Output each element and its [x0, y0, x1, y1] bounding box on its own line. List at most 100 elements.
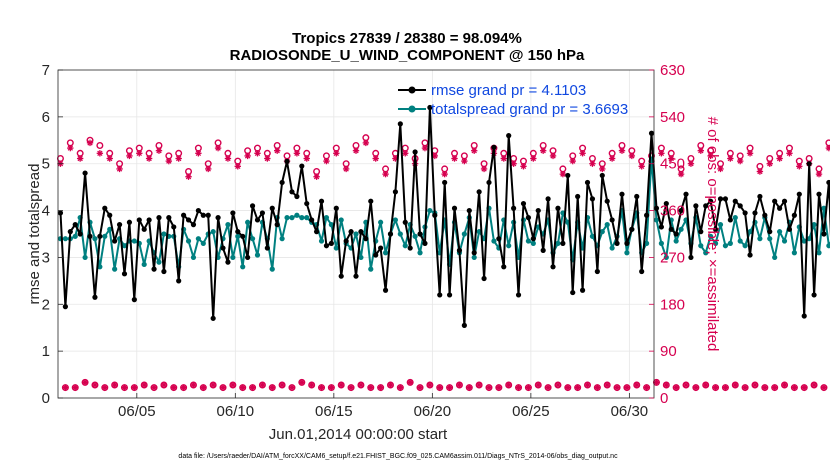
spread-point: [131, 238, 137, 244]
rmse-series: [57, 104, 830, 328]
left-tick-label: 0: [42, 390, 50, 407]
spread-point: [777, 229, 783, 235]
rmse-point: [269, 205, 275, 211]
left-tick-label: 1: [42, 343, 50, 360]
rmse-point: [678, 207, 684, 214]
rmse-point: [570, 289, 576, 296]
rmse-point: [373, 252, 379, 258]
rmse-point: [392, 189, 399, 195]
rmse-point: [648, 130, 655, 136]
obs-assimilated-stroke: [308, 382, 315, 388]
obs-assimilated-stroke: [358, 382, 364, 388]
rmse-point: [451, 205, 458, 211]
obs-assimilated-marker: [584, 381, 591, 389]
rmse-point: [442, 179, 448, 186]
spread-point: [555, 240, 561, 246]
rmse-point: [259, 210, 266, 216]
rmse-point: [693, 203, 699, 209]
obs-assimilated-marker: [180, 384, 187, 391]
rmse-point: [491, 144, 497, 150]
obs-assimilated-marker: [229, 381, 237, 389]
obs-assimilated-stroke: [387, 382, 394, 388]
obs-assimilated-marker: [658, 150, 665, 157]
rmse-point: [309, 217, 315, 223]
rmse-point: [762, 212, 768, 218]
obs-assimilated-stroke: [121, 384, 128, 391]
obs-assimilated-marker: [155, 147, 163, 154]
obs-assimilated-stroke: [299, 379, 305, 386]
rmse-point: [102, 205, 108, 211]
obs-possible-marker: [726, 149, 734, 157]
obs-assimilated-stroke: [678, 171, 684, 177]
spread-point: [653, 217, 660, 223]
chart-title-line2: RADIOSONDE_U_WIND_COMPONENT @ 150 hPa: [230, 47, 585, 64]
obs-assimilated-marker: [352, 147, 360, 154]
obs-assimilated-stroke: [717, 166, 724, 172]
obs-assimilated-stroke: [244, 153, 251, 159]
rmse-point: [368, 198, 374, 204]
obs-assimilated-marker: [200, 384, 207, 391]
spread-point: [604, 222, 610, 228]
rmse-point: [515, 292, 522, 298]
obs-possible-marker: [805, 155, 813, 163]
obs-assimilated-stroke: [397, 384, 404, 391]
rmse-point: [77, 231, 83, 237]
obs-assimilated-stroke: [757, 168, 763, 175]
obs-assimilated-stroke: [441, 171, 448, 177]
obs-assimilated-marker: [613, 384, 621, 391]
spread-point: [249, 236, 256, 242]
obs-assimilated-marker: [451, 155, 458, 162]
obs-assimilated-stroke: [111, 382, 118, 388]
spread-point: [737, 238, 743, 244]
rmse-point: [249, 203, 256, 209]
x-tick-label: 06/15: [315, 403, 353, 420]
obs-assimilated-marker: [86, 139, 94, 147]
obs-assimilated-stroke: [589, 161, 596, 167]
obs-assimilated-marker: [692, 384, 700, 391]
rmse-point: [363, 236, 369, 242]
obs-assimilated-stroke: [771, 384, 778, 391]
obs-assimilated-marker: [539, 147, 547, 154]
x-tick-label: 06/05: [118, 403, 156, 420]
rmse-point: [166, 215, 172, 221]
obs-possible-marker: [687, 155, 695, 163]
obs-assimilated-stroke: [791, 384, 798, 391]
spread-point: [811, 222, 817, 228]
obs-assimilated-marker: [185, 173, 192, 180]
spread-point: [791, 250, 797, 256]
obs-assimilated-marker: [687, 160, 695, 167]
obs-assimilated-marker: [357, 381, 365, 389]
rmse-point: [589, 196, 596, 202]
spread-point: [698, 243, 704, 249]
spread-point: [708, 233, 714, 239]
obs-assimilated-stroke: [737, 158, 743, 164]
rmse-point: [407, 245, 413, 251]
obs-assimilated-stroke: [698, 147, 704, 154]
obs-assimilated-stroke: [269, 384, 275, 391]
spread-point: [318, 238, 325, 244]
rmse-point: [525, 215, 531, 221]
spread-point: [269, 266, 275, 272]
obs-assimilated-stroke: [220, 384, 226, 391]
spread-point: [235, 233, 241, 239]
obs-assimilated-stroke: [62, 384, 69, 391]
rmse-point: [323, 243, 330, 249]
obs-assimilated-stroke: [732, 382, 738, 388]
rmse-point: [644, 212, 650, 218]
rmse-point: [304, 200, 310, 207]
rmse-point: [737, 203, 743, 209]
rmse-point: [476, 189, 482, 195]
obs-assimilated-stroke: [107, 155, 113, 162]
obs-assimilated-marker: [165, 157, 173, 165]
spread-point: [225, 222, 231, 228]
spread-point: [294, 212, 300, 218]
spread-point: [742, 243, 748, 249]
spread-point: [195, 236, 201, 242]
obs-assimilated-marker: [397, 384, 404, 391]
obs-assimilated-marker: [362, 139, 370, 147]
obs-assimilated-marker: [663, 381, 670, 389]
spread-point: [530, 240, 536, 246]
rmse-point: [72, 222, 78, 228]
rmse-point: [190, 222, 197, 228]
obs-assimilated-marker: [682, 381, 690, 389]
